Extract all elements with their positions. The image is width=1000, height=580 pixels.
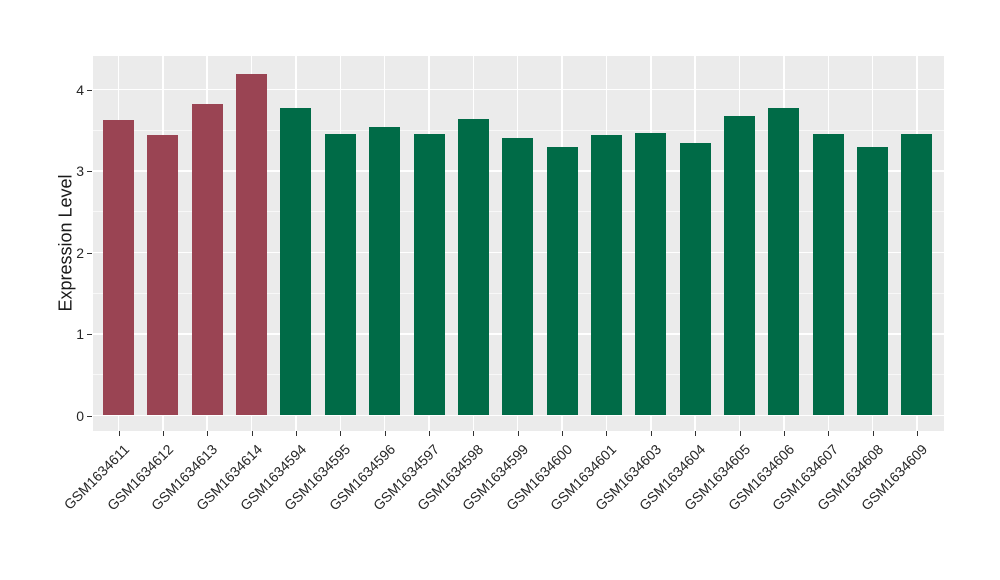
bar [724, 116, 756, 416]
y-tick-mark [87, 334, 92, 335]
y-tick-mark [87, 171, 92, 172]
bar [812, 134, 844, 416]
gridline-horizontal-major [93, 88, 944, 91]
bar [635, 132, 667, 416]
x-tick-mark [650, 431, 652, 436]
bar [901, 133, 933, 416]
x-tick-mark [384, 431, 386, 436]
x-tick-mark [872, 431, 874, 436]
x-tick-mark [340, 431, 342, 436]
y-axis-title: Expression Level [55, 174, 76, 312]
bar [280, 108, 312, 416]
gridline-horizontal-minor [93, 129, 944, 131]
x-tick-mark [739, 431, 741, 436]
x-tick-mark [783, 431, 785, 436]
x-tick-mark [295, 431, 297, 436]
bar [236, 74, 268, 416]
y-tick-mark [87, 415, 92, 417]
bar [191, 104, 223, 416]
bar [103, 119, 134, 416]
bar [369, 126, 401, 416]
y-tick-label: 4 [76, 81, 84, 98]
bar [413, 134, 445, 416]
x-tick-mark [207, 431, 209, 436]
bar [546, 147, 578, 416]
bar [324, 134, 356, 416]
x-tick-mark [828, 431, 830, 436]
x-tick-mark [517, 431, 519, 436]
bar [857, 147, 889, 416]
y-tick-label: 2 [76, 244, 84, 261]
x-tick-mark [916, 431, 918, 436]
y-tick-mark [87, 252, 92, 254]
bar [457, 118, 489, 416]
x-tick-mark [606, 431, 608, 436]
gridline-horizontal-major [93, 414, 944, 417]
plot-panel [93, 56, 944, 431]
x-tick-mark [429, 431, 431, 436]
y-tick-label: 1 [76, 326, 84, 342]
x-tick-mark [118, 431, 120, 436]
bar [502, 138, 534, 416]
y-tick-label: 3 [76, 163, 84, 179]
bar [768, 108, 800, 416]
x-tick-mark [473, 431, 475, 436]
x-tick-mark [695, 431, 697, 436]
y-tick-mark [87, 89, 92, 91]
x-tick-mark [251, 431, 253, 436]
x-tick-mark [162, 431, 164, 436]
bar [590, 135, 622, 416]
bar [147, 135, 179, 416]
y-tick-label: 0 [76, 407, 84, 424]
bar [679, 143, 711, 416]
x-tick-mark [562, 431, 564, 436]
